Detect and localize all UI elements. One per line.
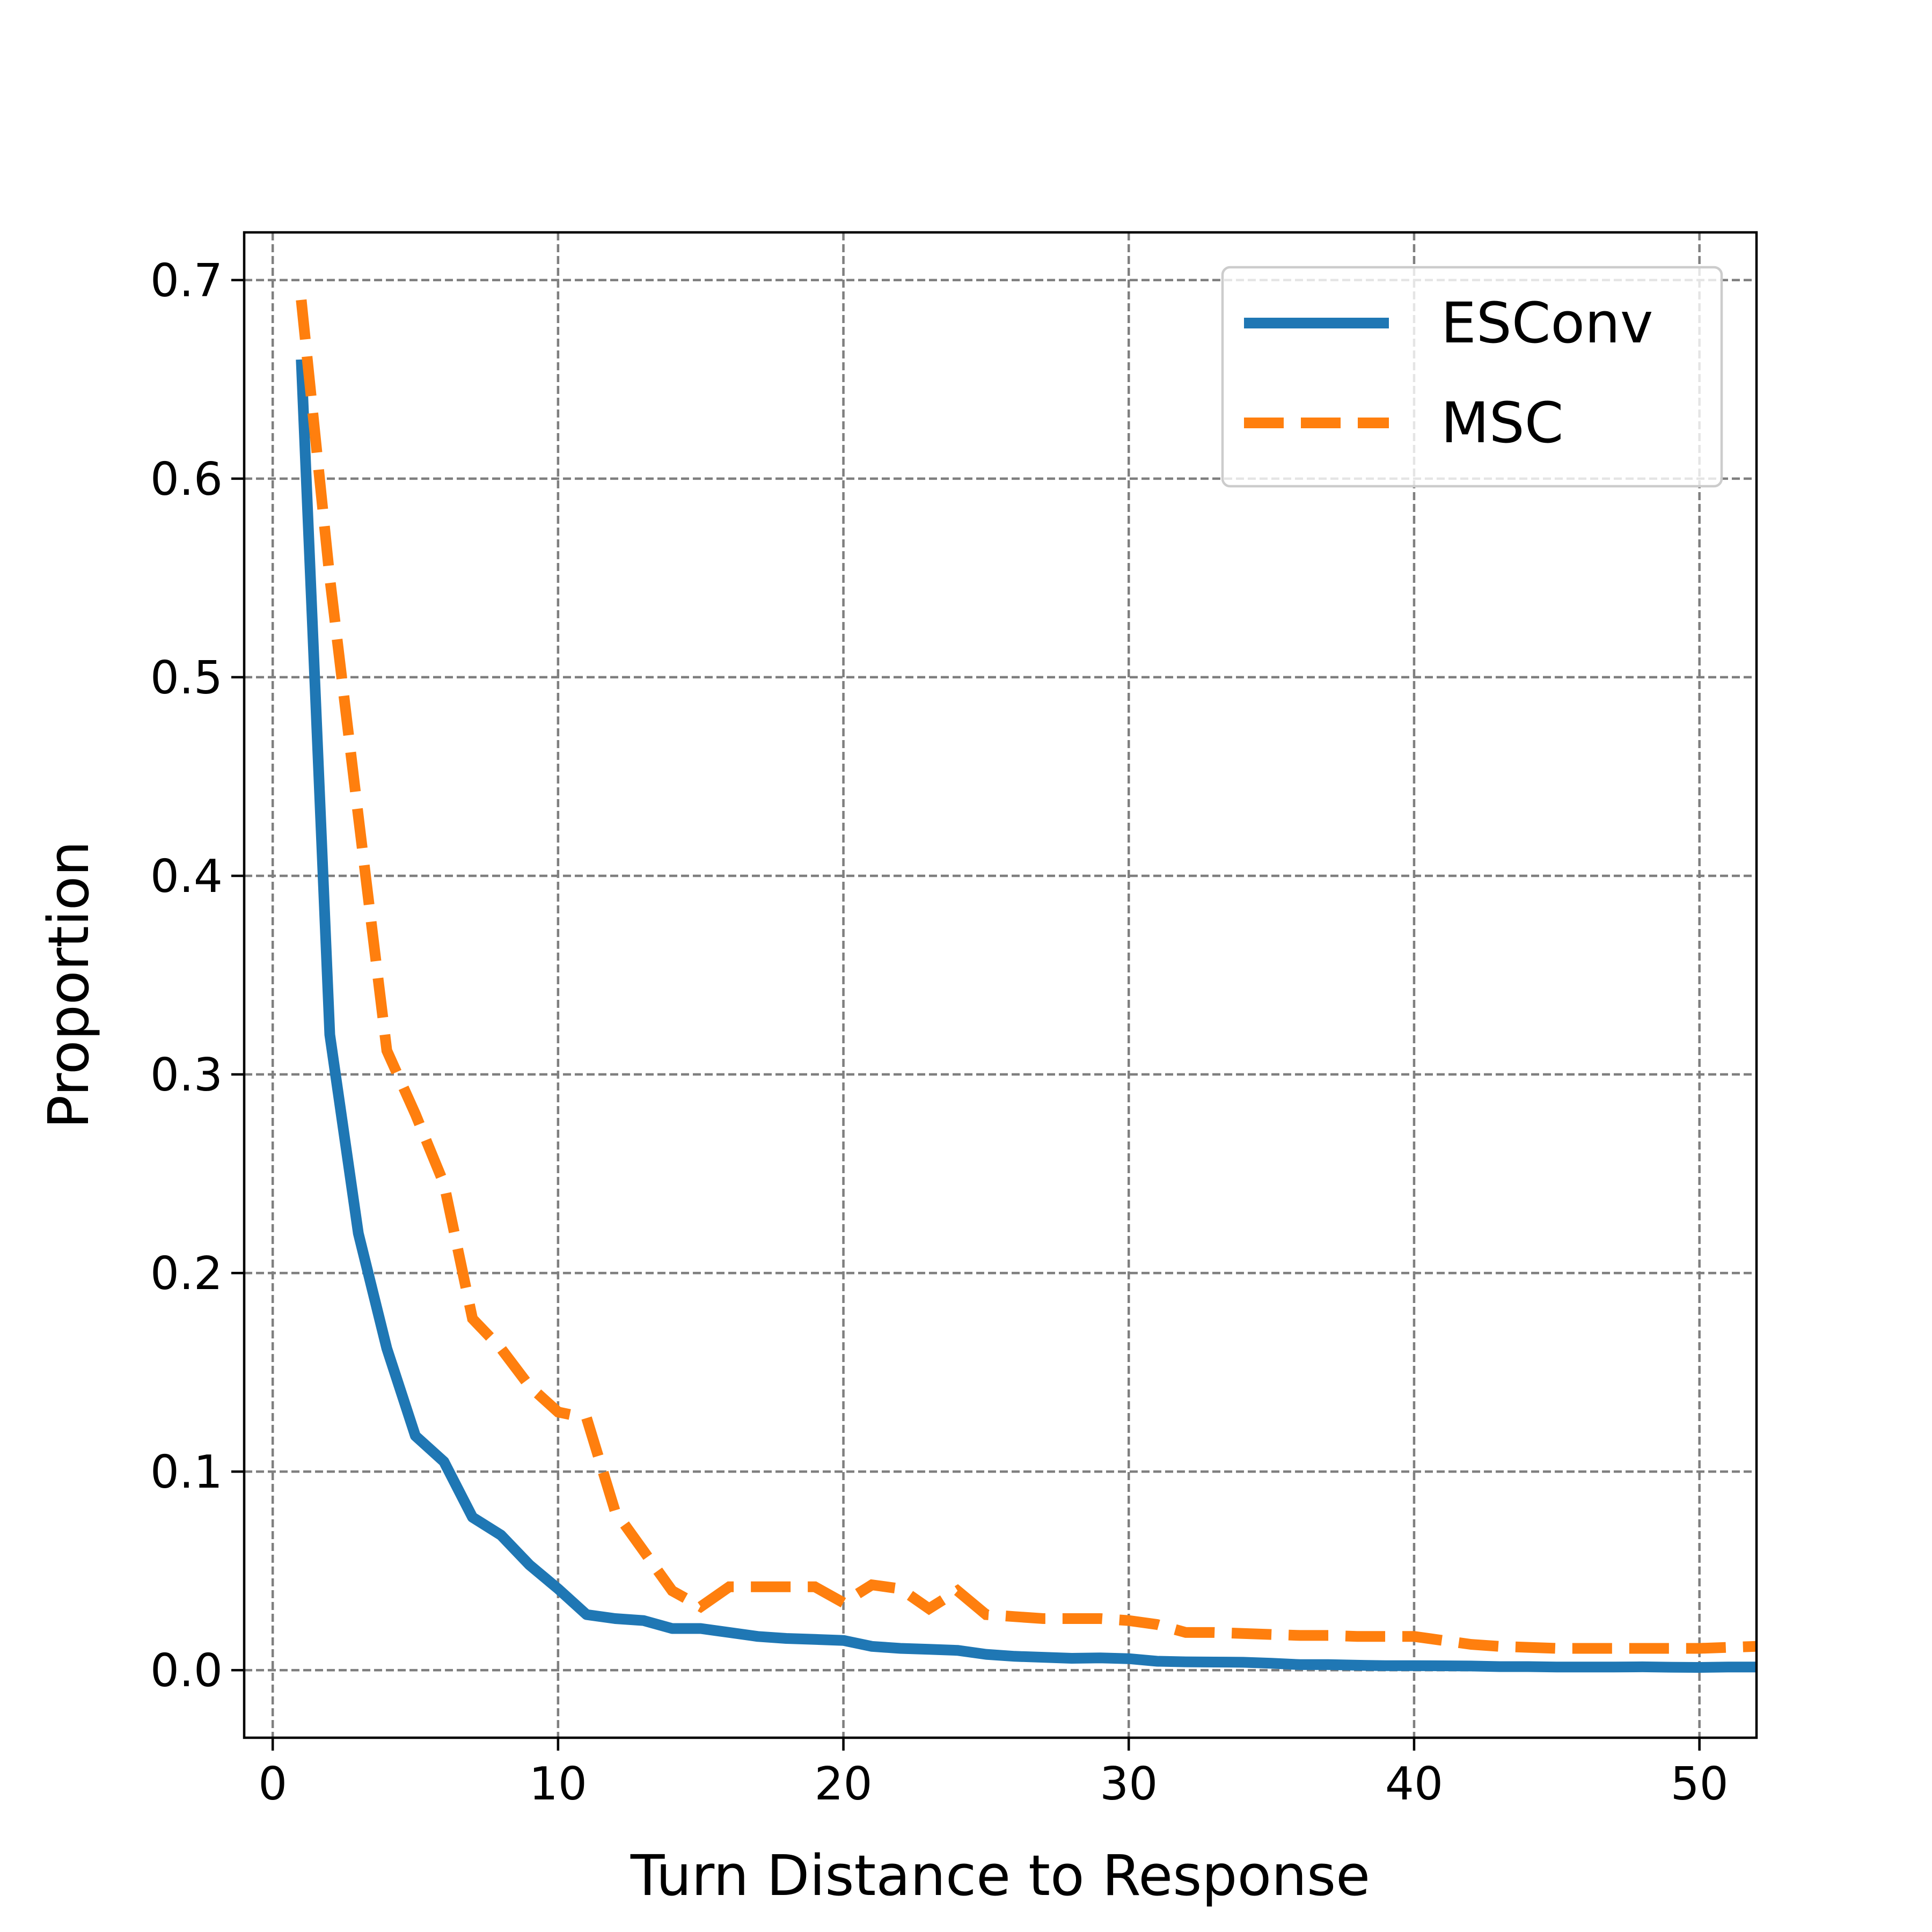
x-tick-label: 10 [529,1758,587,1811]
series-line-esconv [296,359,1757,1673]
x-tick-label: 30 [1100,1758,1158,1811]
y-tick-label: 0.7 [150,254,223,308]
series-line-msc [296,299,1757,1654]
y-axis-label: Proportion [36,841,101,1129]
y-tick-label: 0.3 [150,1049,223,1102]
plot-frame [243,231,1758,1739]
plot-lines [296,299,1757,1673]
x-tick-label: 0 [258,1758,287,1811]
y-tick-label: 0.2 [150,1247,223,1300]
x-axis-label: Turn Distance to Response [630,1843,1370,1908]
y-tick-label: 0.1 [150,1446,223,1499]
legend: ESConv MSC [1221,266,1723,488]
legend-label-esconv: ESConv [1441,290,1653,356]
grid [244,232,1757,1738]
legend-label-msc: MSC [1441,390,1563,456]
x-tick-label: 20 [814,1758,872,1811]
y-tick-label: 0.0 [150,1644,223,1697]
x-tick-label: 50 [1671,1758,1729,1811]
x-tick-label: 40 [1385,1758,1443,1811]
y-tick-label: 0.5 [150,652,223,705]
y-tick-label: 0.4 [150,850,223,903]
axis-ticks: 0 10 20 30 40 50 0.0 0.1 0.2 0.3 0.4 0.5 0.6 0.7 [150,254,1729,1811]
y-tick-label: 0.6 [150,453,223,506]
